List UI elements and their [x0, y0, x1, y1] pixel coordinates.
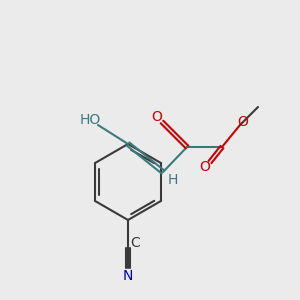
Text: N: N — [123, 269, 133, 283]
Text: H: H — [168, 173, 178, 187]
Text: HO: HO — [80, 113, 100, 127]
Text: O: O — [238, 115, 248, 129]
Text: O: O — [152, 110, 162, 124]
Text: O: O — [200, 160, 210, 174]
Text: C: C — [130, 236, 140, 250]
